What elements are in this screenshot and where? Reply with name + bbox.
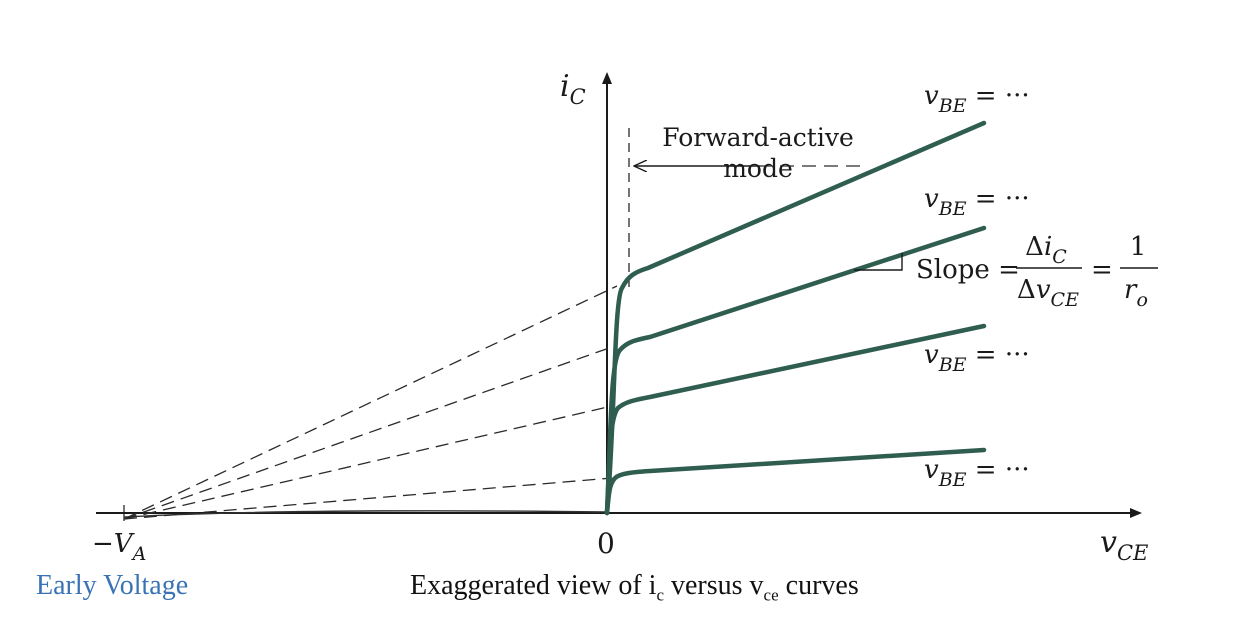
slope-denominator: ΔvCE <box>1017 275 1079 311</box>
extrapolation-line-1 <box>123 285 618 520</box>
forward-active-label: Forward-active mode <box>662 123 854 183</box>
characteristic-curves <box>604 120 987 516</box>
extrapolation-line-2 <box>123 346 613 520</box>
origin-label: 0 <box>597 527 615 560</box>
extrapolation-line-3 <box>123 405 613 520</box>
caption-sub-ce: ce <box>763 585 779 605</box>
slope-denominator-2: ro <box>1124 275 1148 311</box>
caption-part-3: curves <box>778 570 859 601</box>
curve-4 <box>604 447 987 516</box>
slope-numerator: ΔiC <box>1025 232 1067 268</box>
vbe-label-3: vBE = ··· <box>924 340 1030 376</box>
caption-sub-c: c <box>656 585 664 605</box>
figure-caption: Exaggerated view of ic versus vce curves <box>410 570 859 606</box>
caption-part-2: versus v <box>664 570 764 601</box>
vbe-label-1: vBE = ··· <box>924 81 1030 117</box>
slope-numerator-2: 1 <box>1130 232 1147 262</box>
caption-part-1: Exaggerated view of i <box>410 570 657 601</box>
curve-3 <box>604 323 987 516</box>
extrapolation-line-4 <box>123 477 613 520</box>
vbe-label-4: vBE = ··· <box>924 455 1030 491</box>
y-axis-label: iC <box>560 69 586 109</box>
x-axis-label: vCE <box>1100 525 1148 565</box>
vbe-label-2: vBE = ··· <box>924 184 1030 220</box>
slope-equals: = <box>1091 255 1113 285</box>
slope-formula: Slope = ΔiC ΔvCE = 1 ro <box>916 232 1158 311</box>
slope-word: Slope = <box>916 255 1020 285</box>
early-voltage-caption: Early Voltage <box>36 570 189 601</box>
early-voltage-label: −VA <box>92 529 146 565</box>
extrapolation-lines <box>123 285 618 520</box>
slope-triangle <box>854 253 903 271</box>
